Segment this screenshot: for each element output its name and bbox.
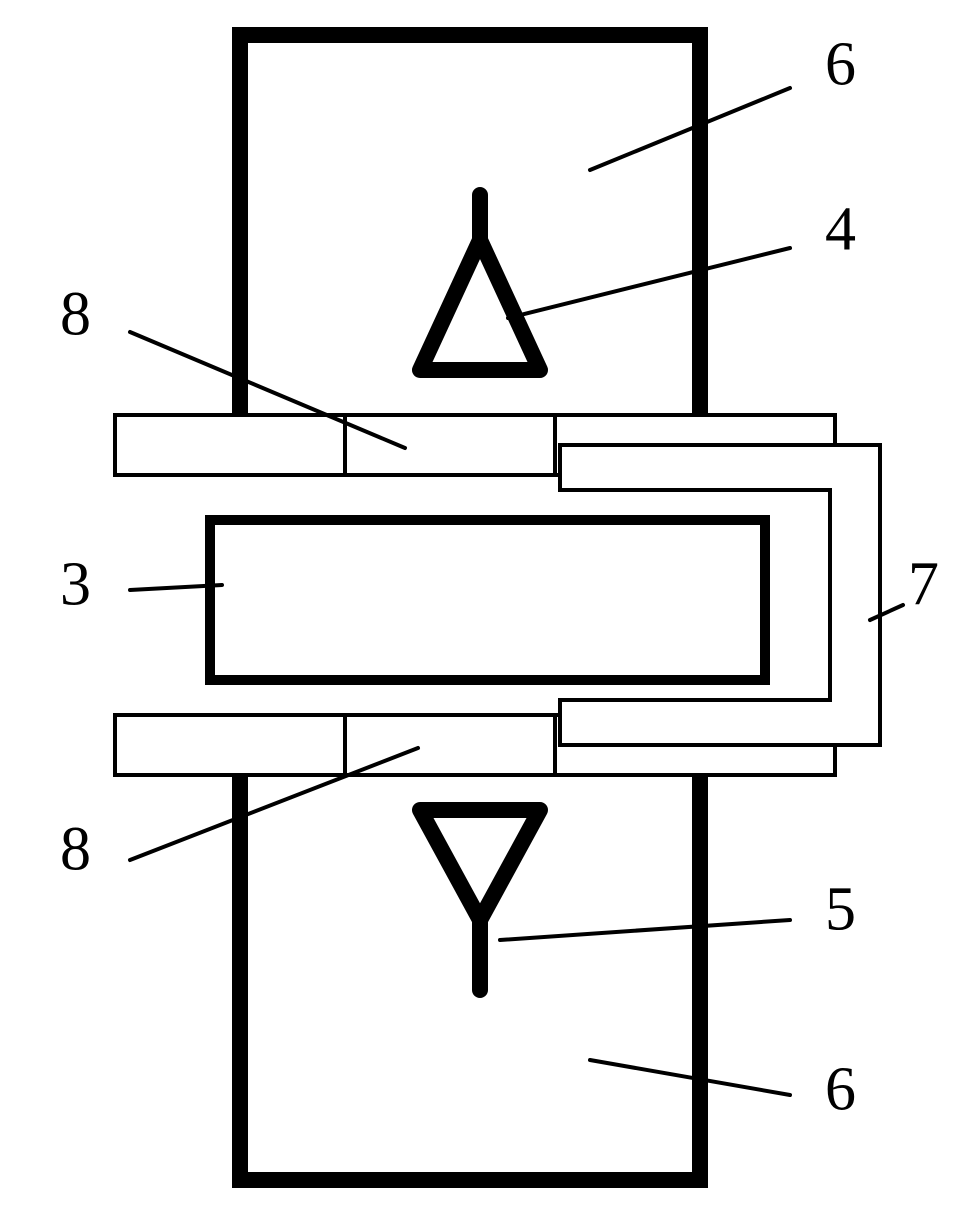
leader-c4 xyxy=(508,248,790,318)
callout-label-c6a: 6 xyxy=(825,31,856,99)
outer-box xyxy=(240,35,700,415)
engineering-diagram: 6 4 8 3 7 8 5 6 xyxy=(0,0,979,1218)
callout-label-c6b: 6 xyxy=(825,1056,856,1124)
callout-label-c8a: 8 xyxy=(60,281,91,349)
up-marker-icon xyxy=(420,240,540,370)
callout-label-c3: 3 xyxy=(60,551,91,619)
outer-box xyxy=(240,775,700,1180)
leader-c6b xyxy=(590,1060,790,1095)
leader-c6a xyxy=(590,88,790,170)
center-box xyxy=(210,520,765,680)
callout-label-c5: 5 xyxy=(825,876,856,944)
leader-c5 xyxy=(500,920,790,940)
callout-label-c4: 4 xyxy=(825,196,856,264)
callout-label-c8b: 8 xyxy=(60,816,91,884)
top-notch xyxy=(345,415,555,475)
callout-label-c7: 7 xyxy=(908,551,939,619)
down-marker-icon xyxy=(420,810,540,920)
